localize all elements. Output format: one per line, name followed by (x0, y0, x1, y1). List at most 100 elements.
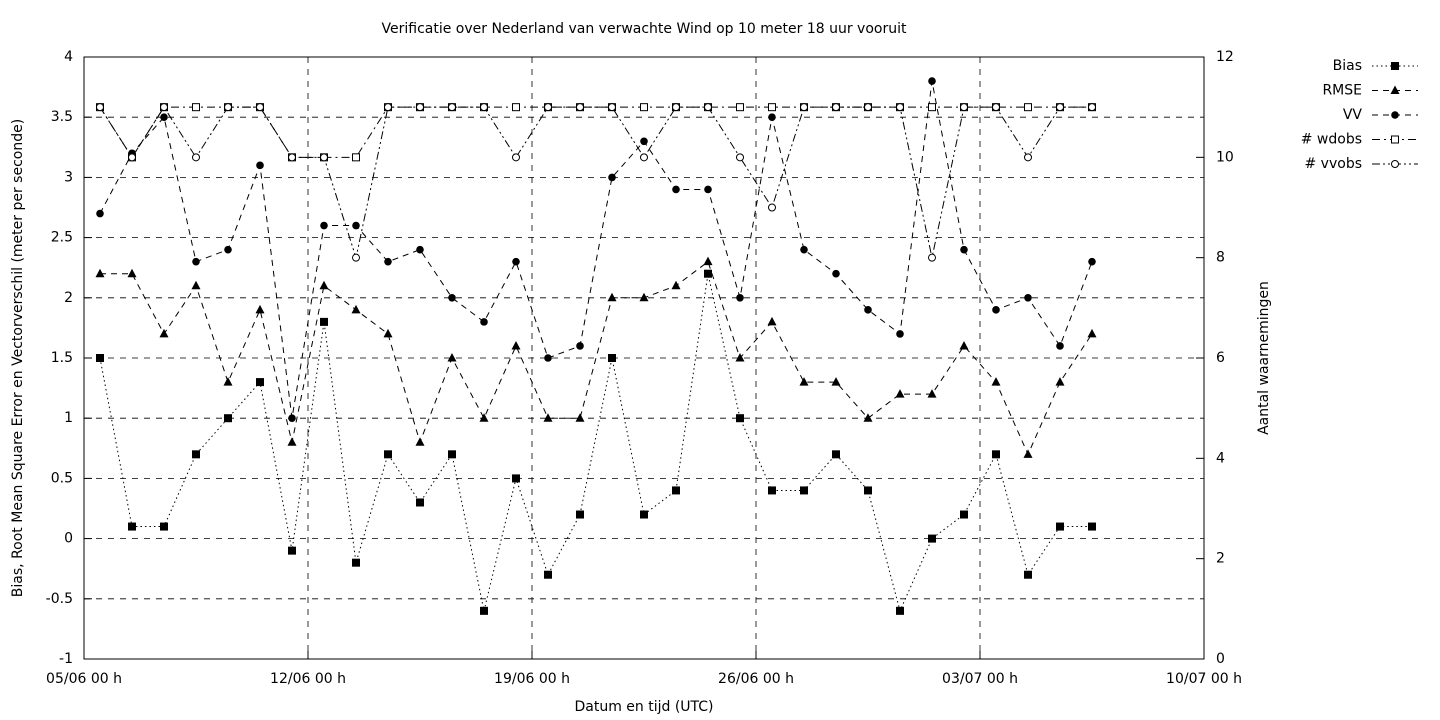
y-tick-label: 3 (64, 169, 73, 185)
marker (128, 522, 136, 531)
marker (736, 153, 744, 162)
marker (415, 437, 425, 446)
marker (448, 103, 456, 112)
marker (1024, 103, 1032, 112)
marker (895, 389, 905, 398)
y2-axis-label: Aantal waarnemingen (1256, 281, 1272, 435)
marker (768, 113, 776, 121)
marker (256, 378, 264, 387)
marker (479, 413, 489, 422)
marker (832, 103, 840, 112)
marker (1055, 377, 1065, 386)
x-axis-label: Datum en tijd (UTC) (574, 699, 713, 715)
marker (543, 413, 553, 422)
marker (544, 103, 552, 112)
marker (319, 280, 329, 290)
marker (480, 103, 488, 112)
marker (704, 103, 712, 112)
marker (896, 330, 904, 338)
series-line (100, 260, 1093, 456)
marker (800, 103, 808, 112)
marker (512, 103, 520, 112)
marker (959, 340, 969, 350)
marker (736, 414, 744, 423)
marker (960, 510, 968, 519)
marker (864, 306, 872, 314)
marker (224, 414, 232, 423)
x-tick-label: 26/06 00 h (718, 671, 794, 687)
marker (928, 103, 936, 112)
marker (896, 606, 904, 615)
marker (416, 498, 424, 507)
marker (95, 268, 105, 278)
marker (896, 103, 904, 112)
y-tick-label: -0.5 (46, 591, 73, 607)
series-line (99, 80, 1093, 419)
marker (480, 606, 488, 615)
marker (384, 103, 392, 112)
marker (255, 304, 265, 314)
marker (703, 256, 713, 266)
legend-label: RMSE (1322, 83, 1362, 99)
series-line (99, 106, 1092, 159)
marker (352, 221, 360, 230)
marker (544, 354, 552, 362)
marker (480, 318, 488, 326)
y-axis-label: Bias, Root Mean Square Error en Vectorve… (10, 119, 26, 597)
marker (448, 294, 456, 302)
marker (576, 342, 584, 350)
marker (575, 413, 585, 422)
marker (96, 103, 104, 112)
marker (160, 103, 168, 112)
marker (768, 486, 776, 495)
marker (1088, 522, 1096, 531)
legend-marker (1391, 160, 1399, 168)
marker (384, 450, 392, 459)
marker (799, 377, 809, 386)
marker (127, 268, 137, 278)
marker (672, 185, 680, 194)
marker (608, 173, 616, 182)
y2-tick-label: 10 (1216, 149, 1234, 165)
y2-tick-label: 0 (1216, 651, 1225, 667)
x-tick-label: 10/07 00 h (1166, 671, 1242, 687)
y-tick-label: -1 (59, 651, 73, 667)
marker (448, 450, 456, 459)
marker (768, 103, 776, 112)
marker (160, 113, 168, 121)
y-tick-label: 2 (64, 290, 73, 306)
marker (96, 209, 104, 218)
marker (671, 280, 681, 290)
marker (384, 257, 392, 266)
marker (607, 292, 617, 302)
marker (639, 292, 649, 302)
marker (224, 245, 232, 254)
marker (256, 103, 264, 112)
marker (320, 221, 328, 230)
y2-tick-label: 2 (1216, 551, 1225, 567)
marker (1056, 103, 1064, 112)
x-tick-label: 19/06 00 h (494, 671, 570, 687)
marker (992, 103, 1000, 112)
marker (191, 280, 201, 290)
marker (992, 450, 1000, 459)
marker (544, 570, 552, 579)
y-tick-label: 4 (64, 49, 73, 65)
y2-tick-label: 4 (1216, 450, 1225, 466)
y-tick-label: 1 (64, 410, 73, 426)
y-tick-label: 0 (64, 531, 73, 547)
y2-tick-label: 8 (1216, 250, 1225, 266)
marker (800, 486, 808, 495)
marker (383, 328, 393, 338)
marker (512, 153, 520, 162)
marker (608, 103, 616, 112)
marker (256, 161, 264, 170)
marker (928, 77, 936, 85)
x-tick-label: 05/06 00 h (46, 671, 122, 687)
y2-tick-label: 12 (1216, 49, 1234, 65)
chart-title: Verificatie over Nederland van verwachte… (382, 21, 907, 37)
marker (960, 103, 968, 112)
marker (864, 103, 872, 112)
marker (1024, 570, 1032, 579)
marker (351, 304, 361, 314)
